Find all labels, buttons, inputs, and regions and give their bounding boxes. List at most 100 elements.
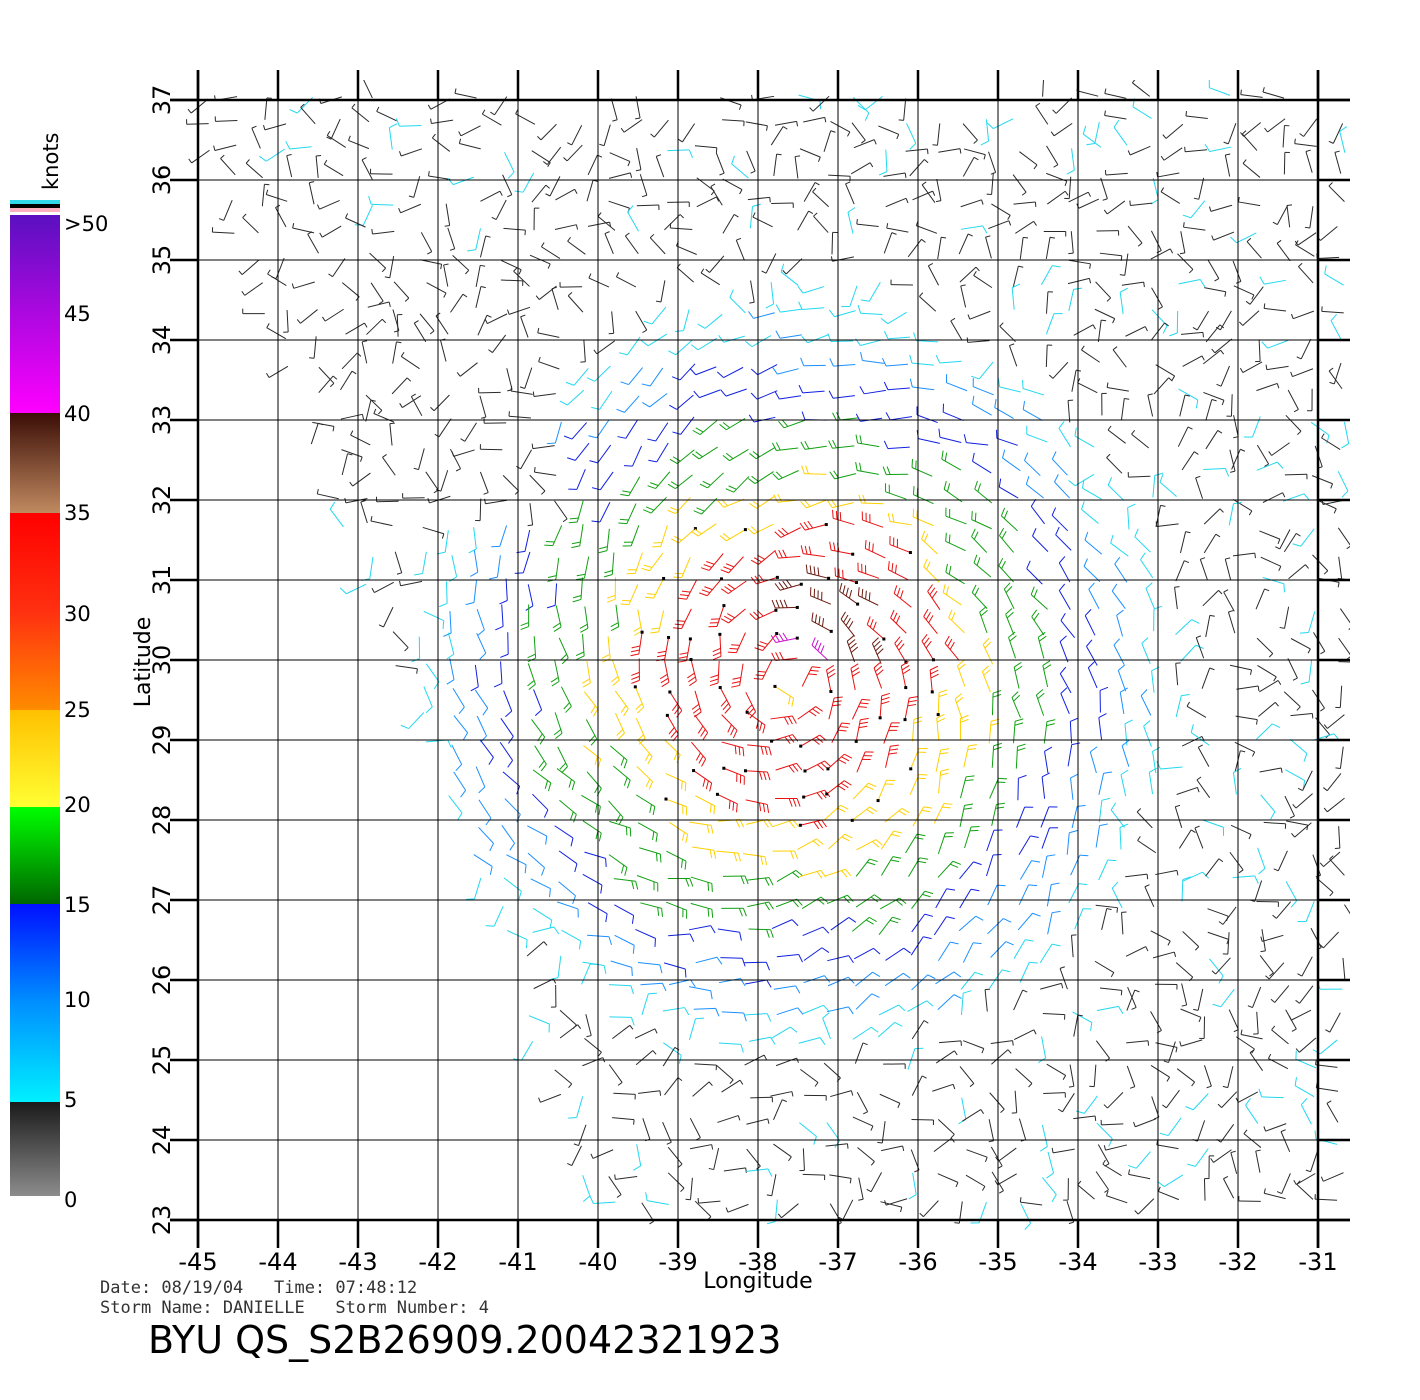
wind-barb xyxy=(241,282,263,296)
wind-barb xyxy=(826,664,836,694)
wind-barb xyxy=(1305,149,1313,173)
wind-barb xyxy=(1101,392,1107,416)
wind-barb xyxy=(553,712,563,740)
wind-barb xyxy=(467,228,482,252)
wind-barb xyxy=(1263,821,1287,829)
wind-barb xyxy=(1335,685,1343,709)
wind-barb xyxy=(584,851,607,867)
legend-cap-band xyxy=(10,204,60,208)
wind-barb xyxy=(959,266,980,283)
wind-barb xyxy=(1211,957,1231,975)
wind-barb xyxy=(715,152,725,176)
wind-barb xyxy=(885,947,911,961)
wind-barb xyxy=(575,556,590,581)
lat-tick-label: 37 xyxy=(148,85,176,116)
wind-barb xyxy=(866,616,886,641)
wind-barb xyxy=(1008,343,1018,367)
wind-barb xyxy=(475,264,486,288)
wind-barb xyxy=(1330,313,1342,341)
wind-barb xyxy=(475,285,486,308)
wind-barb xyxy=(721,1011,747,1022)
wind-barb xyxy=(1233,285,1255,300)
wind-barb xyxy=(558,850,578,873)
wind-barb xyxy=(1275,529,1291,550)
latitude-tick-labels: 23 24 25 26 27 28 29 30 31 32 33 34 35 36 37 xyxy=(148,85,176,1236)
wind-barb xyxy=(1288,1009,1312,1021)
wind-barb xyxy=(1235,1036,1255,1054)
wind-barb xyxy=(964,826,980,849)
wind-barb xyxy=(610,604,620,632)
wind-barb xyxy=(520,604,530,631)
wind-barb xyxy=(620,367,643,386)
wind-barb xyxy=(1288,564,1309,580)
wind-barb xyxy=(414,551,427,576)
wind-barb xyxy=(1143,720,1152,747)
wind-barb xyxy=(478,799,492,826)
wind-barb xyxy=(636,875,659,892)
wind-barb xyxy=(1338,661,1350,663)
wind-barb xyxy=(1203,533,1221,554)
wind-barb xyxy=(310,422,324,445)
wind-barb xyxy=(826,894,854,905)
wind-barb xyxy=(990,941,1014,958)
wind-barb xyxy=(1103,1144,1127,1151)
wind-barb xyxy=(774,549,801,559)
wind-barb xyxy=(550,985,557,1008)
wind-barb xyxy=(349,472,371,487)
wind-barb xyxy=(1073,1115,1097,1122)
wind-barb xyxy=(883,172,907,178)
wind-barb xyxy=(1290,310,1314,320)
wind-barb xyxy=(1296,1180,1314,1200)
wind-barb xyxy=(419,313,435,335)
wind-barb xyxy=(1070,773,1079,800)
wind-barb xyxy=(613,1092,636,1100)
wind-barb xyxy=(691,446,718,460)
wind-barb xyxy=(608,200,630,214)
wind-barb xyxy=(547,557,560,582)
wind-barb xyxy=(1262,576,1285,593)
wind-barb xyxy=(1041,827,1059,849)
wind-barb xyxy=(528,1015,550,1033)
wind-barb xyxy=(1203,468,1230,477)
wind-barb xyxy=(1190,724,1210,746)
wind-barb xyxy=(1040,806,1058,828)
wind-barb xyxy=(996,429,1018,446)
wind-barb xyxy=(857,562,880,579)
wind-barb xyxy=(514,551,531,574)
wind-barb xyxy=(579,606,589,633)
wind-barb xyxy=(583,691,599,717)
wind-barb xyxy=(886,223,909,233)
wind-barb xyxy=(945,532,966,552)
wind-barb xyxy=(695,956,723,965)
wind-barb xyxy=(1180,1008,1202,1023)
wind-barb xyxy=(430,394,450,412)
wind-barb xyxy=(1295,1037,1317,1053)
wind-barb xyxy=(465,580,477,606)
wind-barb xyxy=(898,98,907,121)
wind-barb xyxy=(873,661,884,689)
wind-barb xyxy=(1262,492,1286,503)
wind-barb xyxy=(1046,882,1060,907)
wind-barb xyxy=(855,858,878,877)
wind-barb xyxy=(1174,586,1180,610)
wind-barb xyxy=(1003,582,1015,609)
wind-barb xyxy=(1195,475,1204,499)
wind-barb xyxy=(478,387,501,394)
wind-barb xyxy=(568,500,584,524)
wind-barb xyxy=(1282,125,1290,148)
wind-barb xyxy=(1072,1011,1093,1031)
wind-barb xyxy=(370,168,393,175)
wind-barb xyxy=(1210,1149,1232,1163)
wind-barb xyxy=(1083,558,1101,582)
wind-barb xyxy=(857,1147,875,1166)
wind-barb xyxy=(1323,797,1345,813)
wind-barb xyxy=(1232,768,1242,795)
wind-barb xyxy=(1311,475,1334,489)
wind-barb xyxy=(720,580,747,595)
wind-barb xyxy=(1051,507,1069,532)
wind-barb xyxy=(649,233,666,255)
wind-barb xyxy=(637,961,663,974)
wind-barb xyxy=(1259,767,1283,773)
wind-barb xyxy=(750,550,776,565)
wind-barb xyxy=(1239,361,1263,373)
